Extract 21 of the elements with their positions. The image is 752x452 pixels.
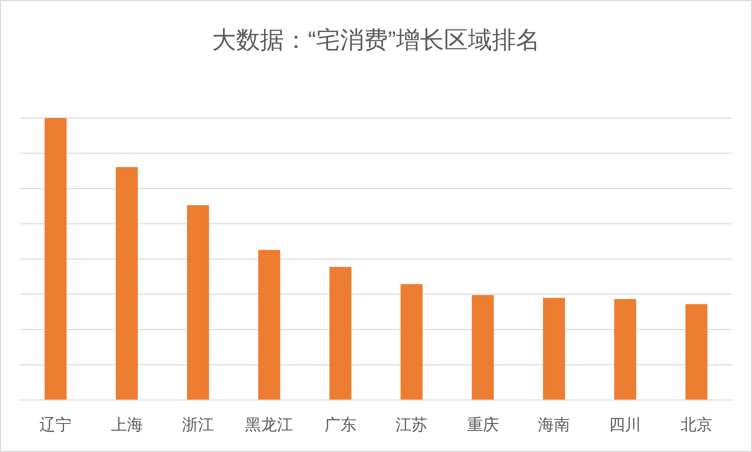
- bar: [400, 284, 423, 400]
- bar: [44, 118, 67, 400]
- x-tick-label: 四川: [609, 416, 642, 434]
- x-tick-label: 上海: [110, 416, 143, 434]
- bar: [258, 250, 280, 400]
- chart-title: 大数据：“宅消费”增长区域排名: [212, 27, 540, 54]
- bar: [472, 295, 494, 400]
- bar: [116, 167, 138, 400]
- bar: [614, 299, 636, 400]
- x-tick-label: 北京: [680, 416, 712, 434]
- x-tick-label: 海南: [538, 416, 570, 434]
- x-tick-label: 浙江: [182, 416, 214, 434]
- x-tick-label: 辽宁: [40, 416, 72, 434]
- bar: [187, 205, 209, 400]
- x-tick-label: 黑龙江: [245, 416, 294, 434]
- bar: [685, 304, 708, 400]
- x-tick-label: 江苏: [396, 416, 428, 434]
- x-tick-label: 广东: [324, 416, 356, 434]
- bar: [543, 298, 565, 400]
- bar: [329, 266, 352, 400]
- x-tick-label: 重庆: [466, 416, 499, 434]
